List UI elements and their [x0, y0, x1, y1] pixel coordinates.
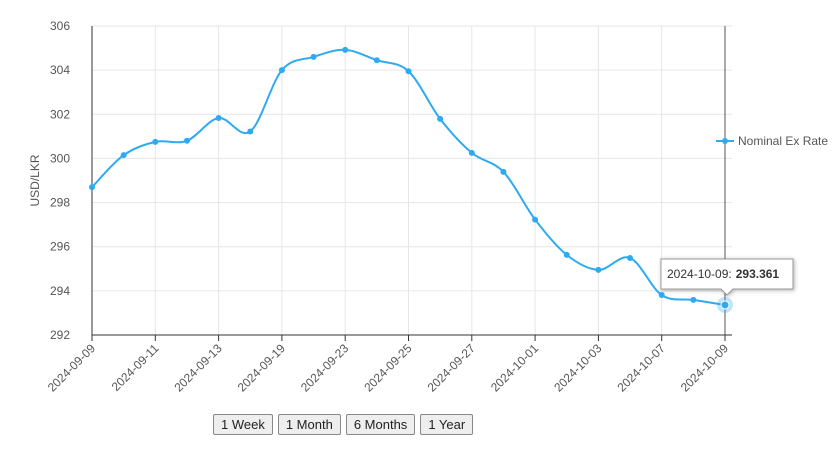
- data-point: [215, 115, 222, 122]
- x-tick-label: 2024-10-07: [615, 341, 669, 395]
- x-tick-label: 2024-09-11: [109, 341, 162, 394]
- x-tick-label: 2024-10-09: [678, 341, 732, 395]
- y-tick-label: 298: [50, 196, 70, 210]
- range-button[interactable]: 1 Month: [277, 414, 341, 435]
- x-tick-label: 2024-09-19: [235, 341, 289, 395]
- x-tick-label: 2024-09-27: [425, 341, 479, 395]
- data-point: [532, 216, 539, 223]
- tooltip-value: 293.361: [736, 267, 780, 281]
- data-point: [658, 292, 665, 299]
- y-tick-label: 300: [50, 151, 70, 165]
- data-point: [437, 115, 444, 122]
- x-tick-label: 2024-09-09: [45, 341, 99, 395]
- data-point: [595, 266, 602, 273]
- range-buttons: 1 Week 1 Month 6 Months 1 Year: [213, 414, 474, 435]
- data-point: [627, 254, 634, 261]
- data-point: [405, 68, 412, 75]
- y-tick-label: 302: [50, 107, 70, 121]
- data-point: [690, 296, 697, 303]
- tooltip-text: 2024-10-09: 293.361: [667, 267, 779, 281]
- y-axis-label: USD/LKR: [28, 154, 42, 206]
- y-tick-label: 296: [50, 240, 70, 254]
- data-point: [500, 168, 507, 175]
- tooltip: 2024-10-09: 293.361: [660, 258, 794, 296]
- data-point: [342, 46, 349, 53]
- tooltip-box: [660, 258, 794, 296]
- data-point: [310, 53, 317, 60]
- y-tick-label: 294: [50, 284, 70, 298]
- range-button[interactable]: 6 Months: [345, 414, 416, 435]
- range-button[interactable]: 1 Year: [420, 414, 474, 435]
- data-point: [468, 149, 475, 156]
- x-tick-label: 2024-10-03: [551, 341, 605, 395]
- legend-label: Nominal Ex Rate: [738, 134, 828, 148]
- data-point: [278, 67, 285, 74]
- data-point: [373, 57, 380, 64]
- x-tick-label: 2024-10-01: [488, 341, 542, 395]
- hover-point: [720, 300, 730, 310]
- y-tick-label: 306: [50, 19, 70, 33]
- range-button[interactable]: 1 Week: [213, 414, 273, 435]
- data-point: [183, 137, 190, 144]
- legend-marker: [722, 138, 728, 144]
- data-point: [120, 152, 127, 159]
- data-point: [563, 251, 570, 258]
- x-tick-label: 2024-09-13: [171, 341, 225, 395]
- y-tick-label: 304: [50, 63, 70, 77]
- x-tick-label: 2024-09-25: [361, 341, 415, 395]
- x-tick-label: 2024-09-23: [298, 341, 352, 395]
- y-tick-label: 292: [50, 328, 70, 342]
- data-point: [152, 138, 159, 145]
- data-point: [89, 184, 95, 191]
- tooltip-date: 2024-10-09:: [667, 267, 732, 281]
- chart: 292 294 296 298 300 302 304 306 USD/LKR 2024-09-0…: [28, 19, 828, 395]
- data-point: [247, 128, 254, 135]
